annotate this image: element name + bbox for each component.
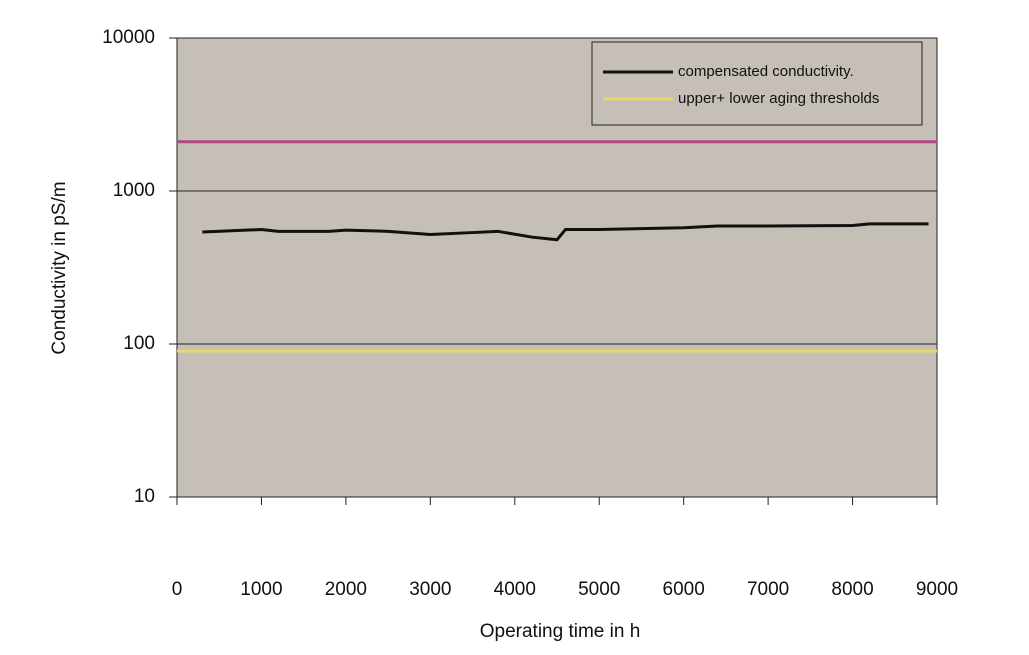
x-tick-label: 6000 bbox=[663, 579, 705, 600]
x-tick-label: 4000 bbox=[494, 579, 536, 600]
y-tick-label: 100 bbox=[123, 333, 155, 354]
y-tick-label: 10000 bbox=[102, 27, 155, 48]
legend-label: compensated conductivity. bbox=[678, 63, 854, 80]
legend-box bbox=[591, 41, 923, 126]
x-tick-label: 5000 bbox=[578, 579, 620, 600]
y-axis-label: Conductivity in pS/m bbox=[49, 181, 70, 354]
x-axis-label: Operating time in h bbox=[480, 621, 641, 642]
x-tick-label: 0 bbox=[172, 579, 183, 600]
y-tick-label: 1000 bbox=[113, 180, 155, 201]
y-tick-label: 10 bbox=[134, 486, 155, 507]
x-tick-label: 7000 bbox=[747, 579, 789, 600]
legend-label: upper+ lower aging thresholds bbox=[678, 90, 879, 107]
x-tick-label: 9000 bbox=[916, 579, 958, 600]
x-tick-label: 8000 bbox=[831, 579, 873, 600]
x-tick-label: 2000 bbox=[325, 579, 367, 600]
x-tick-label: 1000 bbox=[240, 579, 282, 600]
x-tick-label: 3000 bbox=[409, 579, 451, 600]
data-line bbox=[202, 222, 929, 242]
